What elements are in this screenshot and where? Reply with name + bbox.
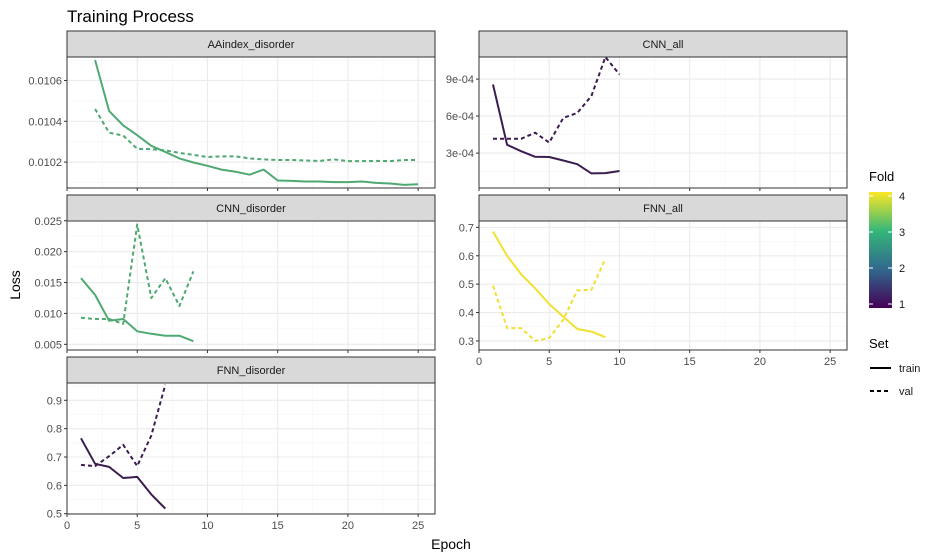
panel-border-fnn-disorder: [66, 382, 436, 515]
strip-label-cnn-all: CNN_all: [643, 39, 684, 51]
chart-title: Training Process: [67, 7, 194, 26]
y-tick-label: 0.0106: [28, 75, 62, 87]
series-line-fnn-all-val: [492, 258, 607, 342]
panel-cnn-disorder: CNN_disorder 0.005 0.010 0.015 0.020 0.025: [34, 194, 436, 353]
y-tick-label: 0.0102: [28, 157, 62, 169]
x-axis-title: Epoch: [431, 536, 471, 552]
strip-label-fnn-disorder: FNN_disorder: [217, 365, 286, 377]
series-line-aaindex-disorder-train: [94, 59, 419, 186]
y-tick-label: 0.7: [47, 452, 62, 464]
x-tick-label: 25: [824, 356, 836, 368]
x-tick-label: 10: [201, 520, 213, 532]
panel-border-cnn-disorder: [66, 220, 436, 351]
legend-fold-title: Fold: [869, 169, 894, 184]
y-tick-label: 0.4: [459, 308, 474, 320]
y-tick-label: 0.8: [47, 424, 62, 436]
legend: Fold Set 1 2 3 4 train val: [869, 169, 920, 398]
legend-label-val: val: [899, 386, 913, 398]
x-tick-label: 10: [613, 356, 625, 368]
fold-colorbar: [869, 192, 892, 308]
y-tick-label: 0.6: [459, 251, 474, 263]
strip-label-fnn-all: FNN_all: [643, 203, 683, 215]
x-tick-label: 5: [134, 520, 140, 532]
x-tick-label: 15: [272, 520, 284, 532]
series-line-fnn-disorder-train: [80, 437, 167, 510]
panel-aaindex-disorder: AAindex_disorder 0.0102 0.0104 0.0106: [28, 30, 436, 191]
strip-fnn-disorder: [66, 356, 436, 384]
y-tick-label: 0.5: [47, 509, 62, 521]
x-tick-label: 20: [342, 520, 354, 532]
series-line-cnn-disorder-train: [80, 277, 194, 343]
y-axis-title: Loss: [7, 270, 23, 300]
series-line-cnn-all-train: [492, 84, 620, 175]
panel-bg-fnn-disorder: [67, 383, 435, 514]
strip-label-aaindex-disorder: AAindex_disorder: [208, 39, 295, 51]
y-tick-label: 0.010: [34, 308, 62, 320]
legend-set-title: Set: [869, 336, 889, 351]
y-tick-label: 0.9: [47, 395, 62, 407]
panel-bg-cnn-disorder: [67, 221, 435, 350]
fold-tick-label: 2: [899, 263, 905, 275]
x-tick-label: 0: [64, 520, 70, 532]
y-tick-label: 0.020: [34, 247, 62, 259]
panel-bg-aaindex-disorder: [67, 57, 435, 188]
series-line-fnn-disorder-val: [80, 384, 167, 468]
y-tick-label: 0.7: [459, 222, 474, 234]
x-tick-label: 20: [754, 356, 766, 368]
panel-bg-cnn-all: [479, 57, 847, 188]
series-line-cnn-all-val: [493, 56, 621, 144]
x-tick-label: 0: [476, 356, 482, 368]
facet-panels: AAindex_disorder 0.0102 0.0104 0.0106 CNN_al…: [28, 30, 848, 532]
y-tick-label: 0.6: [47, 480, 62, 492]
panel-border-fnn-all: [478, 220, 848, 351]
strip-aaindex-disorder: [66, 30, 436, 58]
y-tick-label: 0.025: [34, 216, 62, 228]
legend-label-train: train: [899, 363, 920, 375]
y-tick-label: 0.0104: [28, 116, 62, 128]
series-line-aaindex-disorder-val: [94, 108, 419, 163]
y-tick-label: 9e-04: [446, 74, 474, 86]
y-tick-label: 3e-04: [446, 148, 474, 160]
fold-tick-label: 1: [899, 299, 905, 311]
y-tick-label: 0.5: [459, 279, 474, 291]
y-tick-label: 0.015: [34, 278, 62, 290]
y-tick-label: 0.3: [459, 336, 474, 348]
y-tick-label: 6e-04: [446, 111, 474, 123]
fold-tick-label: 3: [899, 227, 905, 239]
x-tick-label: 5: [546, 356, 552, 368]
strip-label-cnn-disorder: CNN_disorder: [216, 203, 286, 215]
panel-cnn-all: CNN_all 3e-04 6e-04 9e-04: [446, 30, 848, 191]
panel-fnn-disorder: FNN_disorder 0.5 0.6 0.7 0.8 0.9 0 5 10 15 20 25: [47, 356, 436, 532]
strip-cnn-all: [478, 30, 848, 58]
series-line-cnn-disorder-val: [80, 223, 195, 325]
y-tick-label: 0.005: [34, 339, 62, 351]
panel-border-aaindex-disorder: [66, 56, 436, 189]
panel-fnn-all: FNN_all 0.3 0.4 0.5 0.6 0.7 0 5 10 15 20 25: [459, 194, 848, 368]
strip-fnn-all: [478, 194, 848, 222]
fold-tick-label: 4: [899, 191, 905, 203]
series-line-fnn-all-train: [492, 231, 606, 339]
panel-bg-fnn-all: [479, 221, 847, 350]
panel-border-cnn-all: [478, 56, 848, 189]
x-tick-label: 25: [412, 520, 424, 532]
x-tick-label: 15: [684, 356, 696, 368]
